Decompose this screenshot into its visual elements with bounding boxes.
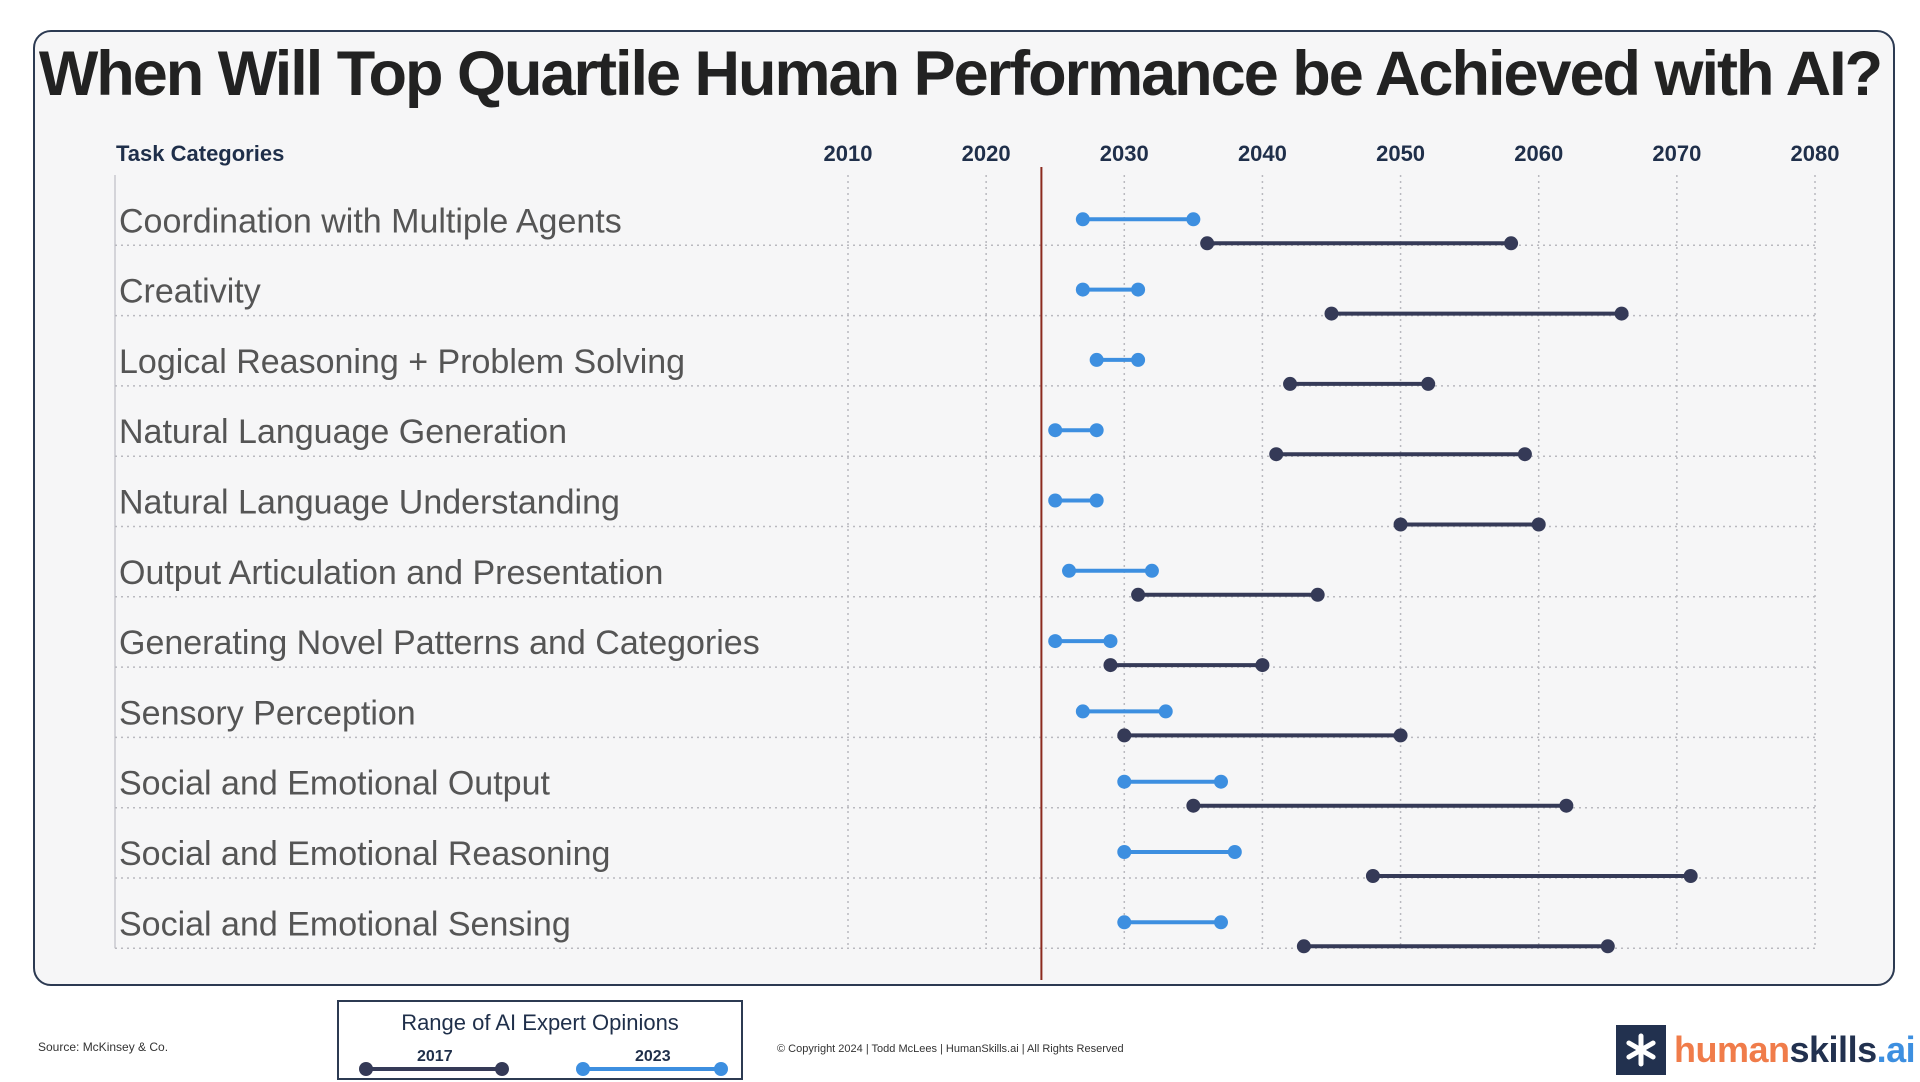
range-start-dot-2017 — [1131, 587, 1146, 602]
x-tick-label: 2030 — [1100, 141, 1149, 166]
range-end-dot-2017 — [1614, 306, 1629, 321]
range-start-dot-2023 — [1117, 915, 1132, 930]
range-end-dot-2023 — [1103, 634, 1118, 649]
x-tick-label: 2020 — [962, 141, 1011, 166]
x-tick-label: 2050 — [1376, 141, 1425, 166]
range-start-dot-2023 — [1089, 352, 1104, 367]
task-categories-header: Task Categories — [116, 141, 285, 166]
legend-title: Range of AI Expert Opinions — [401, 1010, 679, 1035]
range-end-dot-2017 — [1393, 728, 1408, 743]
range-end-dot-2023 — [1213, 774, 1228, 789]
category-label: Social and Emotional Output — [119, 765, 550, 803]
legend-dot-2017-end — [495, 1062, 509, 1076]
category-label: Natural Language Generation — [119, 413, 567, 451]
legend-label-2017: 2017 — [417, 1048, 453, 1065]
range-end-dot-2023 — [1186, 212, 1201, 227]
asterisk-logo-icon — [1616, 1025, 1666, 1075]
range-end-dot-2023 — [1144, 563, 1159, 578]
range-start-dot-2023 — [1048, 423, 1063, 438]
logo-wordmark: humanskills.ai — [1674, 1029, 1916, 1070]
legend-swatches — [359, 1062, 728, 1076]
copyright-note: © Copyright 2024 | Todd McLees | HumanSk… — [777, 1043, 1124, 1055]
category-label: Social and Emotional Sensing — [119, 905, 571, 943]
range-start-dot-2017 — [1283, 376, 1298, 391]
category-label: Creativity — [119, 273, 261, 311]
range-end-dot-2023 — [1213, 915, 1228, 930]
legend-dot-2023-end — [714, 1062, 728, 1076]
range-end-dot-2023 — [1089, 493, 1104, 508]
range-start-dot-2023 — [1117, 774, 1132, 789]
category-label: Sensory Perception — [119, 694, 416, 732]
range-start-dot-2023 — [1117, 845, 1132, 859]
x-tick-label: 2070 — [1652, 141, 1701, 166]
chart-panel — [33, 30, 1895, 986]
range-end-dot-2017 — [1600, 939, 1615, 954]
range-start-dot-2023 — [1075, 212, 1090, 227]
range-end-dot-2023 — [1158, 704, 1173, 719]
range-end-dot-2017 — [1310, 587, 1325, 602]
range-end-dot-2017 — [1504, 236, 1519, 251]
chart-plot: 2010 2020 2030 2040 2050 2060 2070 2080 Coordina… — [114, 141, 1840, 980]
x-tick-label: 2010 — [824, 141, 873, 166]
legend-dot-2017-start — [359, 1062, 373, 1076]
range-end-dot-2017 — [1559, 798, 1574, 813]
range-start-dot-2023 — [1062, 563, 1077, 578]
range-start-dot-2017 — [1200, 236, 1215, 251]
x-tick-label: 2060 — [1514, 141, 1563, 166]
range-start-dot-2017 — [1393, 517, 1408, 532]
category-label: Social and Emotional Reasoning — [119, 835, 610, 873]
range-start-dot-2023 — [1048, 634, 1063, 649]
range-start-dot-2023 — [1075, 704, 1090, 719]
range-start-dot-2023 — [1075, 282, 1090, 297]
range-end-dot-2023 — [1089, 423, 1104, 438]
range-end-dot-2023 — [1131, 282, 1146, 297]
humanskills-logo[interactable]: humanskills.ai — [1616, 1025, 1916, 1075]
range-end-dot-2017 — [1531, 517, 1546, 532]
x-tick-label: 2040 — [1238, 141, 1287, 166]
legend-label-2023: 2023 — [635, 1048, 671, 1065]
range-end-dot-2017 — [1421, 376, 1436, 391]
category-label: Output Articulation and Presentation — [119, 554, 663, 592]
range-end-dot-2023 — [1227, 845, 1242, 859]
range-start-dot-2017 — [1324, 306, 1339, 321]
legend-dot-2023-start — [576, 1062, 590, 1076]
range-end-dot-2017 — [1683, 869, 1698, 883]
range-start-dot-2017 — [1103, 658, 1118, 673]
range-end-dot-2023 — [1131, 352, 1146, 367]
chart-title: When Will Top Quartile Human Performance… — [38, 39, 1883, 109]
range-start-dot-2017 — [1365, 869, 1380, 883]
range-end-dot-2017 — [1255, 658, 1270, 673]
category-label: Logical Reasoning + Problem Solving — [119, 343, 685, 381]
range-start-dot-2017 — [1296, 939, 1311, 954]
range-start-dot-2017 — [1269, 447, 1284, 462]
category-label: Coordination with Multiple Agents — [119, 202, 622, 240]
category-label: Generating Novel Patterns and Categories — [119, 624, 760, 662]
range-start-dot-2017 — [1186, 798, 1201, 813]
range-end-dot-2017 — [1517, 447, 1532, 462]
range-start-dot-2023 — [1048, 493, 1063, 508]
legend: Range of AI Expert Opinions 2017 2023 — [337, 1000, 743, 1080]
range-start-dot-2017 — [1117, 728, 1132, 743]
x-tick-label: 2080 — [1791, 141, 1840, 166]
source-note: Source: McKinsey & Co. — [38, 1040, 169, 1054]
category-label: Natural Language Understanding — [119, 484, 620, 522]
